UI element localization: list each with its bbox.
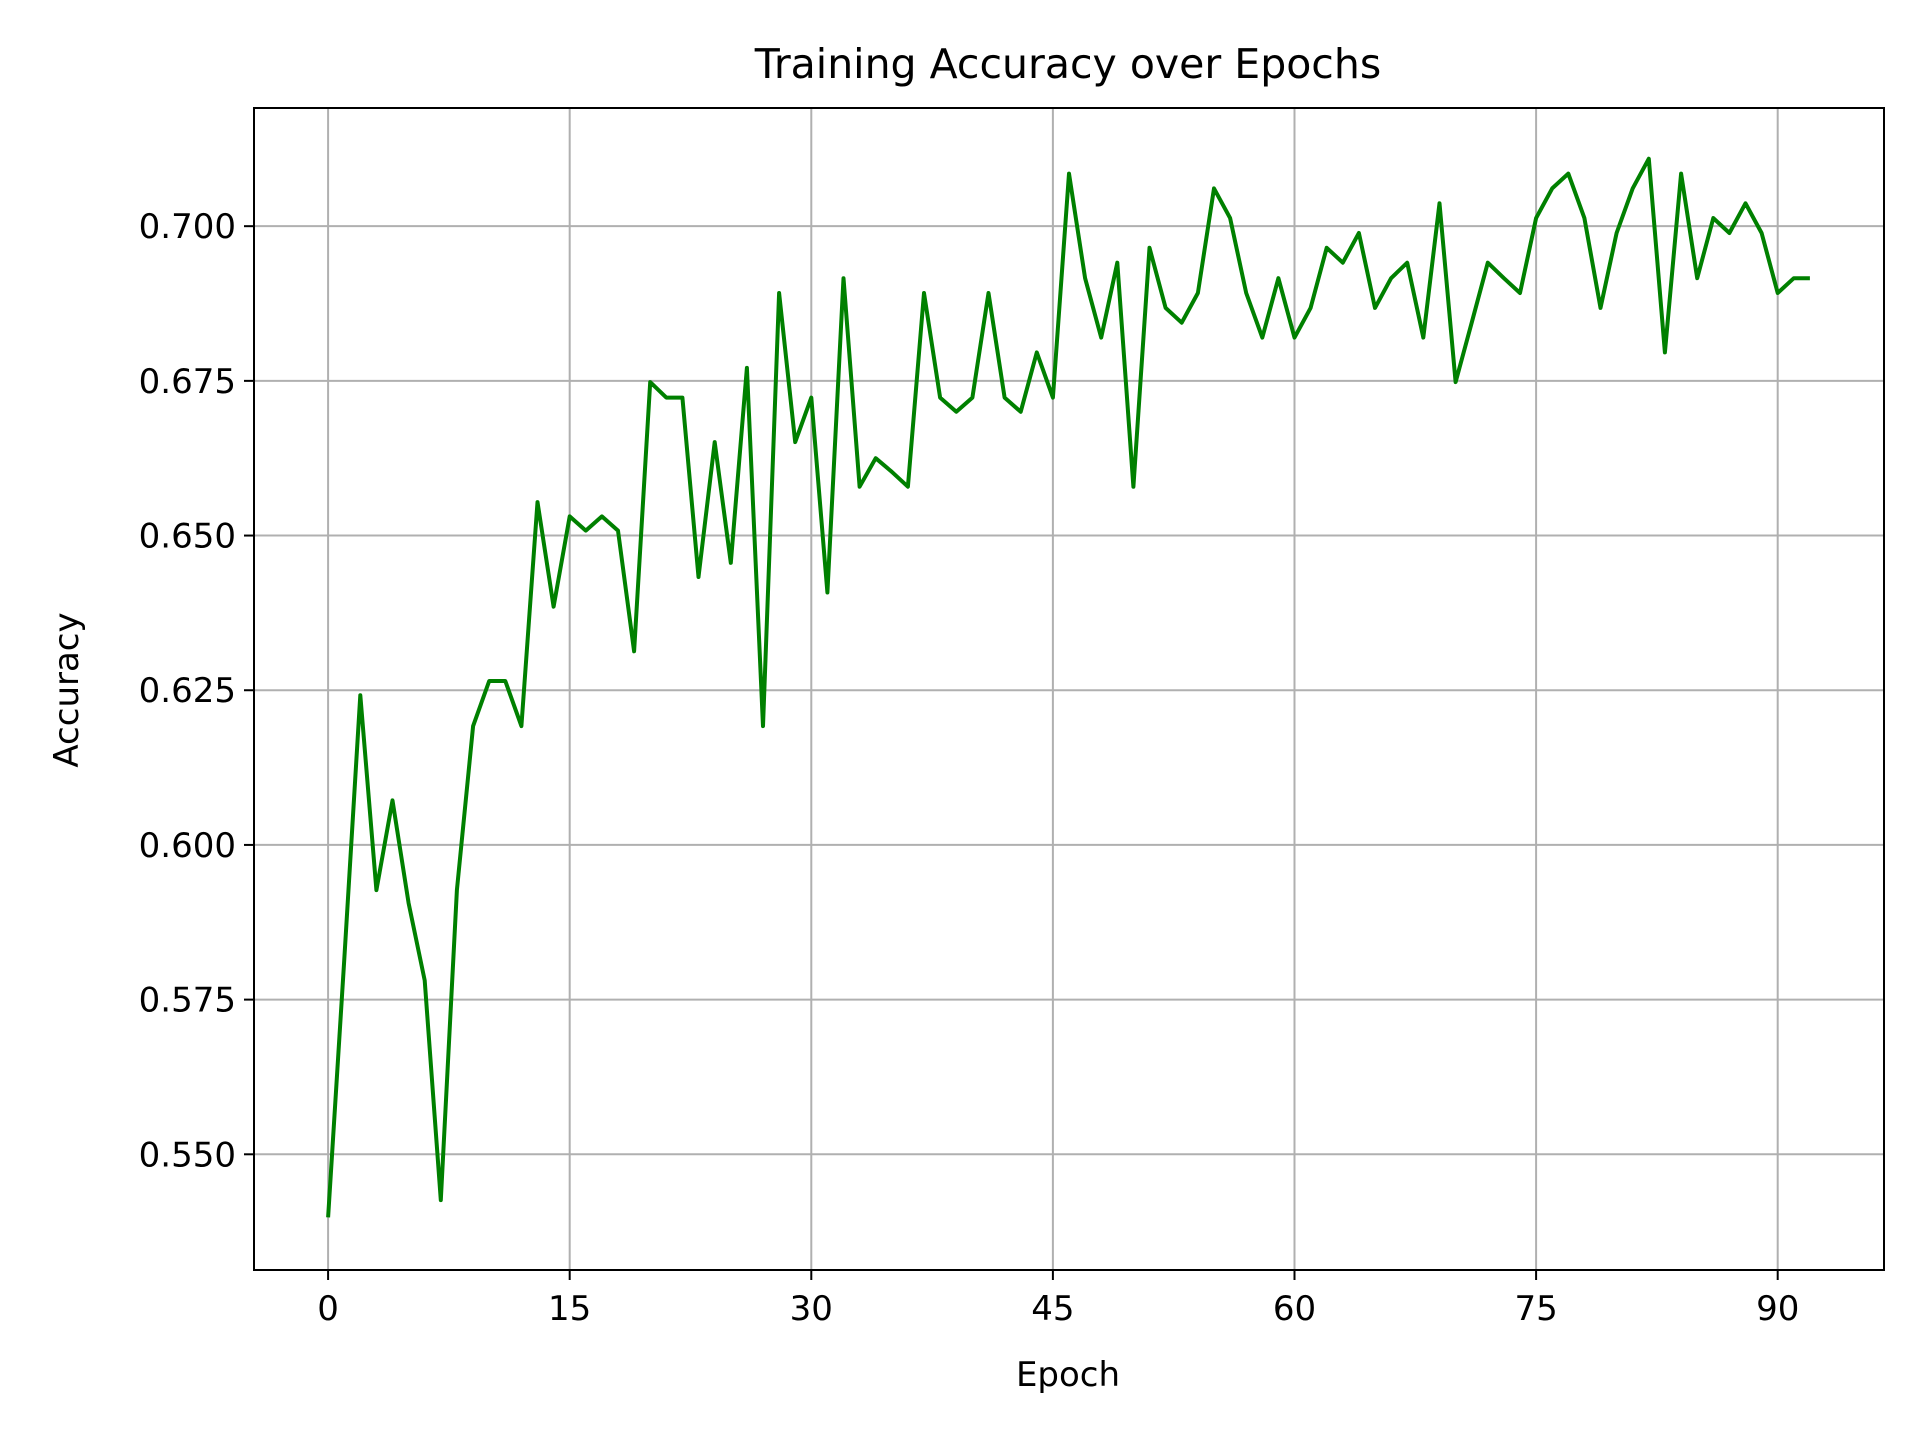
- y-tick-label: 0.675: [139, 362, 236, 402]
- x-tick-label: 75: [1514, 1289, 1557, 1329]
- x-tick-label: 15: [548, 1289, 591, 1329]
- x-tick-label: 90: [1756, 1289, 1799, 1329]
- y-tick-label: 0.625: [139, 671, 236, 711]
- chart-title: Training Accuracy over Epochs: [754, 40, 1381, 88]
- x-tick-label: 30: [790, 1289, 833, 1329]
- series-layer: [326, 156, 1810, 1218]
- y-tick-label: 0.650: [139, 517, 236, 557]
- y-tick-label: 0.575: [139, 981, 236, 1021]
- x-tick-label: 60: [1273, 1289, 1316, 1329]
- accuracy-series-line: [326, 156, 1810, 1218]
- plot-frame: [253, 107, 1885, 1271]
- y-tick-label: 0.700: [139, 207, 236, 247]
- x-tick-label: 0: [317, 1289, 339, 1329]
- y-axis-label: Accuracy: [47, 612, 87, 767]
- y-tick-label: 0.550: [139, 1135, 236, 1175]
- y-tick-label: 0.600: [139, 826, 236, 866]
- x-tick-label: 45: [1031, 1289, 1074, 1329]
- y-axis-ticks: 0.550 0.575 0.600 0.625 0.650 0.675 0.700: [139, 207, 254, 1175]
- x-axis-label: Epoch: [1016, 1355, 1120, 1395]
- x-axis-ticks: 0 15 30 45 60 75 90: [317, 1270, 1799, 1329]
